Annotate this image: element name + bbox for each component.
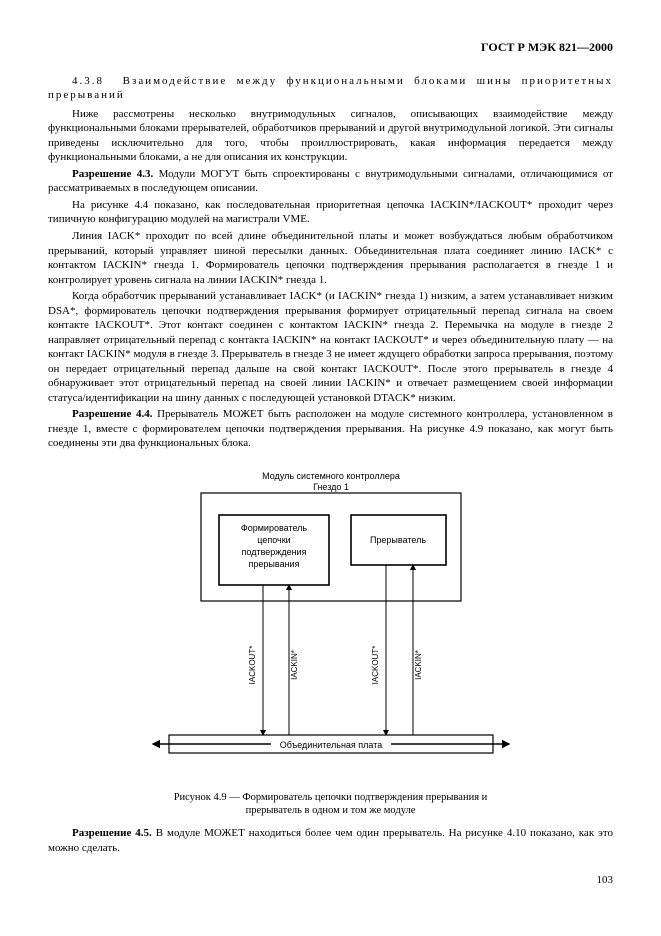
daisy-l2: цепочки [257, 535, 290, 545]
figure-caption: Рисунок 4.9 — Формирователь цепочки подт… [141, 791, 521, 818]
daisy-l4: прерывания [248, 559, 299, 569]
paragraph-3: Линия IACK* проходит по всей длине объед… [48, 229, 613, 287]
document-header: ГОСТ Р МЭК 821—2000 [48, 40, 613, 56]
interrupter-label: Прерыватель [369, 535, 425, 545]
module-label-2: Гнездо 1 [313, 482, 349, 492]
resolution-4-3: Разрешение 4.3. Модули МОГУТ быть спроек… [48, 167, 613, 196]
paragraph-1: Ниже рассмотрены несколько внутримодульн… [48, 107, 613, 165]
section-title: Взаимодействие между функциональными бло… [48, 75, 613, 102]
sig-iackin-r: IACKIN* [414, 650, 423, 680]
res45-label: Разрешение 4.5. [72, 827, 152, 839]
sig-iackout-l: IACKOUT* [248, 645, 257, 684]
module-label-1: Модуль системного контроллера [262, 471, 400, 481]
resolution-4-5: Разрешение 4.5. В модуле МОЖЕТ находитьс… [48, 826, 613, 855]
paragraph-2: На рисунке 4.4 показано, как последовате… [48, 198, 613, 227]
caption-line2: прерыватель в одном и том же модуле [246, 805, 416, 816]
caption-line1: Рисунок 4.9 — Формирователь цепочки подт… [174, 792, 488, 803]
res43-label: Разрешение 4.3. [72, 168, 153, 180]
figure-svg: Модуль системного контроллера Гнездо 1 Ф… [141, 465, 521, 785]
section-number: 4.3.8 [72, 75, 104, 87]
bus-label: Объединительная плата [279, 740, 382, 750]
sig-iackin-l: IACKIN* [290, 650, 299, 680]
section-heading: 4.3.8 Взаимодействие между функциональны… [48, 74, 613, 103]
daisy-l3: подтверждения [241, 547, 306, 557]
sig-iackout-r: IACKOUT* [371, 645, 380, 684]
resolution-4-4: Разрешение 4.4. Прерыватель МОЖЕТ быть р… [48, 407, 613, 451]
daisy-l1: Формирователь [240, 523, 307, 533]
res44-label: Разрешение 4.4. [72, 408, 152, 420]
paragraph-4: Когда обработчик прерываний устанавливае… [48, 289, 613, 405]
page-number: 103 [48, 873, 613, 888]
figure-4-9: Модуль системного контроллера Гнездо 1 Ф… [141, 465, 521, 818]
document-page: ГОСТ Р МЭК 821—2000 4.3.8 Взаимодействие… [0, 0, 661, 918]
